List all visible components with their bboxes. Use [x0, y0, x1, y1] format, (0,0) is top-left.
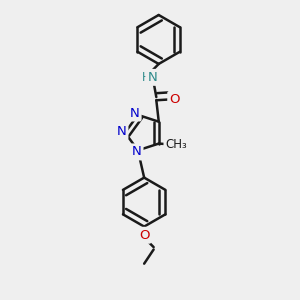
Text: N: N	[147, 71, 157, 84]
Text: CH₃: CH₃	[165, 138, 187, 151]
Text: O: O	[169, 93, 180, 106]
Text: N: N	[132, 146, 142, 158]
Text: N: N	[130, 106, 140, 119]
Text: N: N	[117, 125, 127, 138]
Text: O: O	[139, 229, 149, 242]
Text: H: H	[142, 71, 151, 84]
